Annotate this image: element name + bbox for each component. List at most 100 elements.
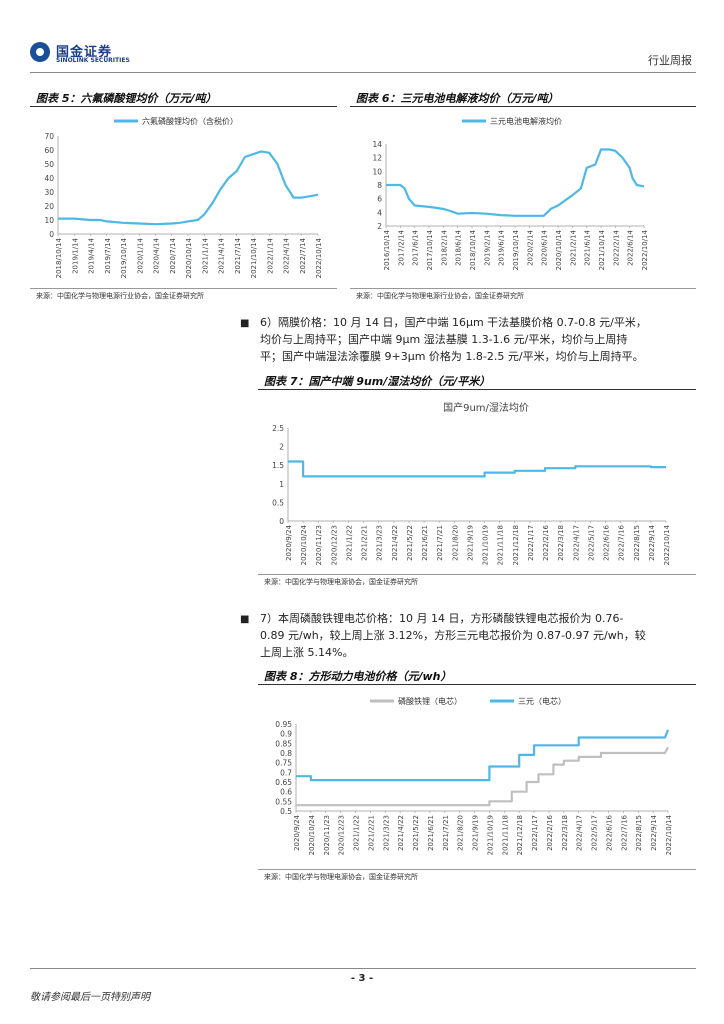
fig7-y-tick: 2.5: [272, 424, 284, 433]
fig8-x-tick: 2021/7/21: [442, 815, 450, 851]
fig8-series-line-1: [296, 729, 670, 782]
fig6-y-tick: 8: [377, 181, 382, 190]
fig5-y-tick: 10: [44, 216, 54, 225]
fig5-x-tick: 2020/7/14: [169, 237, 177, 273]
fig8-x-tick: 2022/7/16: [620, 814, 628, 850]
fig6-y-tick: 4: [377, 208, 382, 217]
fig5-y-tick: 50: [44, 160, 54, 169]
fig6-x-tick: 2017/6/14: [412, 229, 420, 265]
fig8-y-tick: 0.8: [280, 749, 292, 758]
fig5-x-tick: 2021/7/14: [234, 237, 242, 273]
disclaimer: 敬请参阅最后一页特别声明: [30, 992, 150, 1003]
fig5-x-tick: 2019/7/14: [104, 237, 112, 273]
logo-icon: [30, 42, 50, 62]
header-divider: [30, 72, 696, 73]
fig8-y-tick: 0.85: [275, 739, 292, 748]
fig5-x-tick: 2022/7/14: [299, 237, 307, 273]
fig8-x-tick: 2021/9/19: [472, 815, 480, 851]
fig6-y-tick: 14: [372, 140, 382, 149]
fig5-y-tick: 0: [49, 230, 54, 239]
fig6-source: 来源：中国化学与物理电源行业协会，国金证券研究所: [356, 292, 524, 300]
fig8-y-tick: 0.6: [280, 788, 292, 797]
fig6-x-tick: 2022/2/14: [612, 229, 620, 265]
fig7-y-tick: 1: [279, 480, 284, 489]
fig5-legend-label: 六氟磷酸锂均价（含税价）: [142, 116, 238, 126]
fig6-x-tick: 2019/6/14: [498, 229, 506, 265]
fig7-x-tick: 2021/3/23: [376, 525, 384, 561]
fig8-title: 图表 8：方形动力电池价格（元/wh）: [264, 670, 452, 683]
fig7-x-tick: 2022/10/14: [663, 524, 671, 565]
fig7-y-tick: 0: [279, 517, 284, 526]
fig7-x-tick: 2021/6/21: [421, 525, 429, 561]
fig8-x-tick: 2021/2/21: [367, 815, 375, 851]
fig7-x-tick: 2021/1/22: [345, 525, 353, 561]
fig8-x-tick: 2021/8/20: [457, 815, 465, 851]
fig5-title-rule: [30, 106, 337, 107]
fig6-x-tick: 2016/10/14: [383, 229, 391, 270]
bullet-icon: ■: [240, 614, 250, 625]
fig6-x-tick: 2020/6/14: [541, 229, 549, 265]
fig5-x-tick: 2022/10/14: [315, 237, 323, 278]
fig8-x-tick: 2022/8/15: [635, 815, 643, 851]
fig6-x-tick: 2018/6/14: [455, 229, 463, 265]
fig6-bottom-rule: [350, 288, 696, 289]
fig8-y-tick: 0.5: [280, 807, 292, 816]
fig7-x-tick: 2020/9/24: [285, 524, 293, 560]
fig8-legend-ncm: 三元（电芯）: [518, 696, 566, 706]
fig8-x-tick: 2021/12/18: [516, 815, 524, 855]
fig7-chart: 国产9um/湿法均价 0 0.5 1 1.5 2 2.5 2020/9/24 2020/10/…: [272, 401, 671, 565]
fig6-x-tick: 2017/10/14: [426, 229, 434, 270]
fig8-series-line-0: [296, 746, 669, 807]
bullet-icon: ■: [240, 318, 250, 329]
fig8-legend-lfp: 磷酸铁锂（电芯）: [398, 696, 462, 706]
item6-line: 6）隔膜价格：10 月 14 日，国产中端 16μm 干法基膜价格 0.7-0.…: [260, 316, 647, 329]
fig8-x-tick: 2022/6/16: [605, 814, 613, 850]
fig8-chart: 磷酸铁锂（电芯） 三元（电芯） 0.50.550.60.650.70.750.8…: [275, 696, 673, 855]
fig5-x-tick: 2018/10/14: [55, 237, 63, 278]
fig5-x-tick: 2020/1/14: [136, 237, 144, 273]
fig5-x-tick: 2021/10/14: [250, 237, 258, 278]
fig6-series-line-0: [386, 148, 645, 217]
fig7-x-tick: 2022/5/17: [587, 525, 595, 561]
fig7-source: 来源：中国化学与物理电源协会，国金证券研究所: [264, 578, 418, 586]
fig5-title: 图表 5：六氟磷酸锂均价（万元/吨）: [36, 92, 217, 105]
fig5-y-tick: 40: [44, 174, 54, 183]
report-type: 行业周报: [648, 54, 692, 67]
fig6-x-tick: 2020/2/14: [526, 229, 534, 265]
fig5-source: 来源：中国化学与物理电源行业协会，国金证券研究所: [36, 292, 204, 300]
page-number: - 3 -: [350, 973, 374, 984]
fig6-y-tick: 6: [377, 195, 382, 204]
item7-line: 0.89 元/wh，较上周上涨 3.12%，方形三元电芯报价为 0.87-0.9…: [260, 629, 646, 642]
fig7-x-tick: 2022/3/18: [557, 525, 565, 561]
fig6-y-tick: 2: [377, 222, 382, 231]
fig8-x-tick: 2022/2/16: [546, 814, 554, 850]
fig6-chart: 三元电池电解液均价 2 4 6 8 10 12 14 2016/10/14 2017/2/14 2…: [372, 116, 649, 270]
fig7-chart-title: 国产9um/湿法均价: [443, 401, 529, 414]
fig7-x-tick: 2020/10/24: [300, 524, 308, 565]
fig5-y-tick: 60: [44, 146, 54, 155]
fig5-y-tick: 30: [44, 188, 54, 197]
fig7-x-tick: 2021/9/19: [466, 525, 474, 561]
fig6-title-rule: [350, 106, 696, 107]
fig6-x-tick: 2022/6/14: [627, 229, 635, 265]
fig8-x-tick: 2022/3/18: [561, 815, 569, 851]
logo-text: 国金证券: [56, 45, 113, 60]
fig8-x-tick: 2020/11/23: [323, 815, 331, 855]
item6-line: 均价与上周持平；国产中端 9μm 湿法基膜 1.3-1.6 元/平米，均价与上周…: [260, 333, 628, 346]
fig7-x-tick: 2021/2/21: [361, 525, 369, 561]
fig7-x-tick: 2022/4/17: [572, 525, 580, 561]
fig7-bottom-rule: [258, 574, 696, 575]
fig5-x-tick: 2019/4/14: [88, 237, 96, 273]
fig7-x-tick: 2021/7/21: [436, 525, 444, 561]
fig8-x-tick: 2021/5/22: [412, 815, 420, 851]
fig6-x-tick: 2022/10/14: [641, 229, 649, 270]
fig6-x-tick: 2018/2/14: [440, 229, 448, 265]
fig8-y-tick: 0.9: [280, 730, 292, 739]
fig5-x-tick: 2022/1/14: [266, 237, 274, 273]
fig6-x-tick: 2020/10/14: [555, 229, 563, 270]
fig7-x-tick: 2022/7/16: [618, 524, 626, 560]
fig8-x-tick: 2021/4/22: [397, 815, 405, 851]
fig8-x-tick: 2021/3/23: [382, 815, 390, 851]
fig7-x-tick: 2021/10/19: [482, 525, 490, 565]
fig7-x-tick: 2021/12/18: [512, 525, 520, 565]
